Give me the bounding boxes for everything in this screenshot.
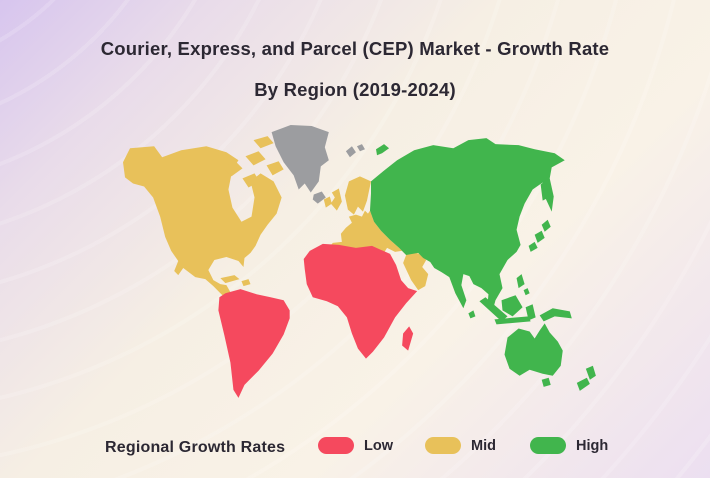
chart-title-line1: Courier, Express, and Parcel (CEP) Marke… bbox=[100, 38, 610, 59]
region-north-america bbox=[123, 146, 282, 301]
region-svalbard bbox=[345, 144, 365, 158]
region-tasmania bbox=[541, 377, 551, 387]
legend: Regional Growth Rates Low Mid High bbox=[0, 433, 710, 467]
region-philippines bbox=[516, 274, 530, 296]
legend-swatch-low bbox=[318, 437, 354, 454]
region-british-isles bbox=[323, 188, 342, 211]
region-greenland bbox=[271, 125, 329, 193]
chart-title-line2: By Region (2019-2024) bbox=[254, 79, 456, 100]
region-australia bbox=[504, 323, 563, 376]
legend-swatch-mid bbox=[425, 437, 461, 454]
world-map-svg bbox=[123, 125, 596, 398]
region-south-america bbox=[218, 289, 290, 398]
legend-label-mid: Mid bbox=[471, 437, 496, 454]
legend-label-low: Low bbox=[364, 437, 393, 454]
world-map bbox=[122, 118, 624, 410]
region-madagascar bbox=[402, 326, 414, 351]
region-indonesia bbox=[479, 295, 572, 325]
legend-label-high: High bbox=[576, 437, 609, 454]
region-scandinavia bbox=[344, 176, 371, 215]
region-sri-lanka bbox=[468, 310, 476, 319]
legend-item-low: Low bbox=[318, 437, 393, 454]
region-new-zealand bbox=[576, 365, 596, 391]
legend-swatch-high bbox=[530, 437, 566, 454]
chart-title: Courier, Express, and Parcel (CEP) Marke… bbox=[0, 28, 710, 110]
region-iceland bbox=[312, 191, 326, 204]
region-sakhalin bbox=[540, 180, 549, 201]
region-asia bbox=[369, 138, 565, 312]
region-caribbean bbox=[220, 275, 251, 287]
region-africa bbox=[303, 243, 418, 359]
legend-item-high: High bbox=[530, 437, 608, 454]
region-japan bbox=[528, 219, 551, 252]
region-arctic-islands bbox=[222, 136, 292, 188]
legend-title: Regional Growth Rates bbox=[105, 439, 286, 456]
legend-item-mid: Mid bbox=[425, 437, 496, 454]
region-novaya-zemlya bbox=[376, 144, 390, 156]
